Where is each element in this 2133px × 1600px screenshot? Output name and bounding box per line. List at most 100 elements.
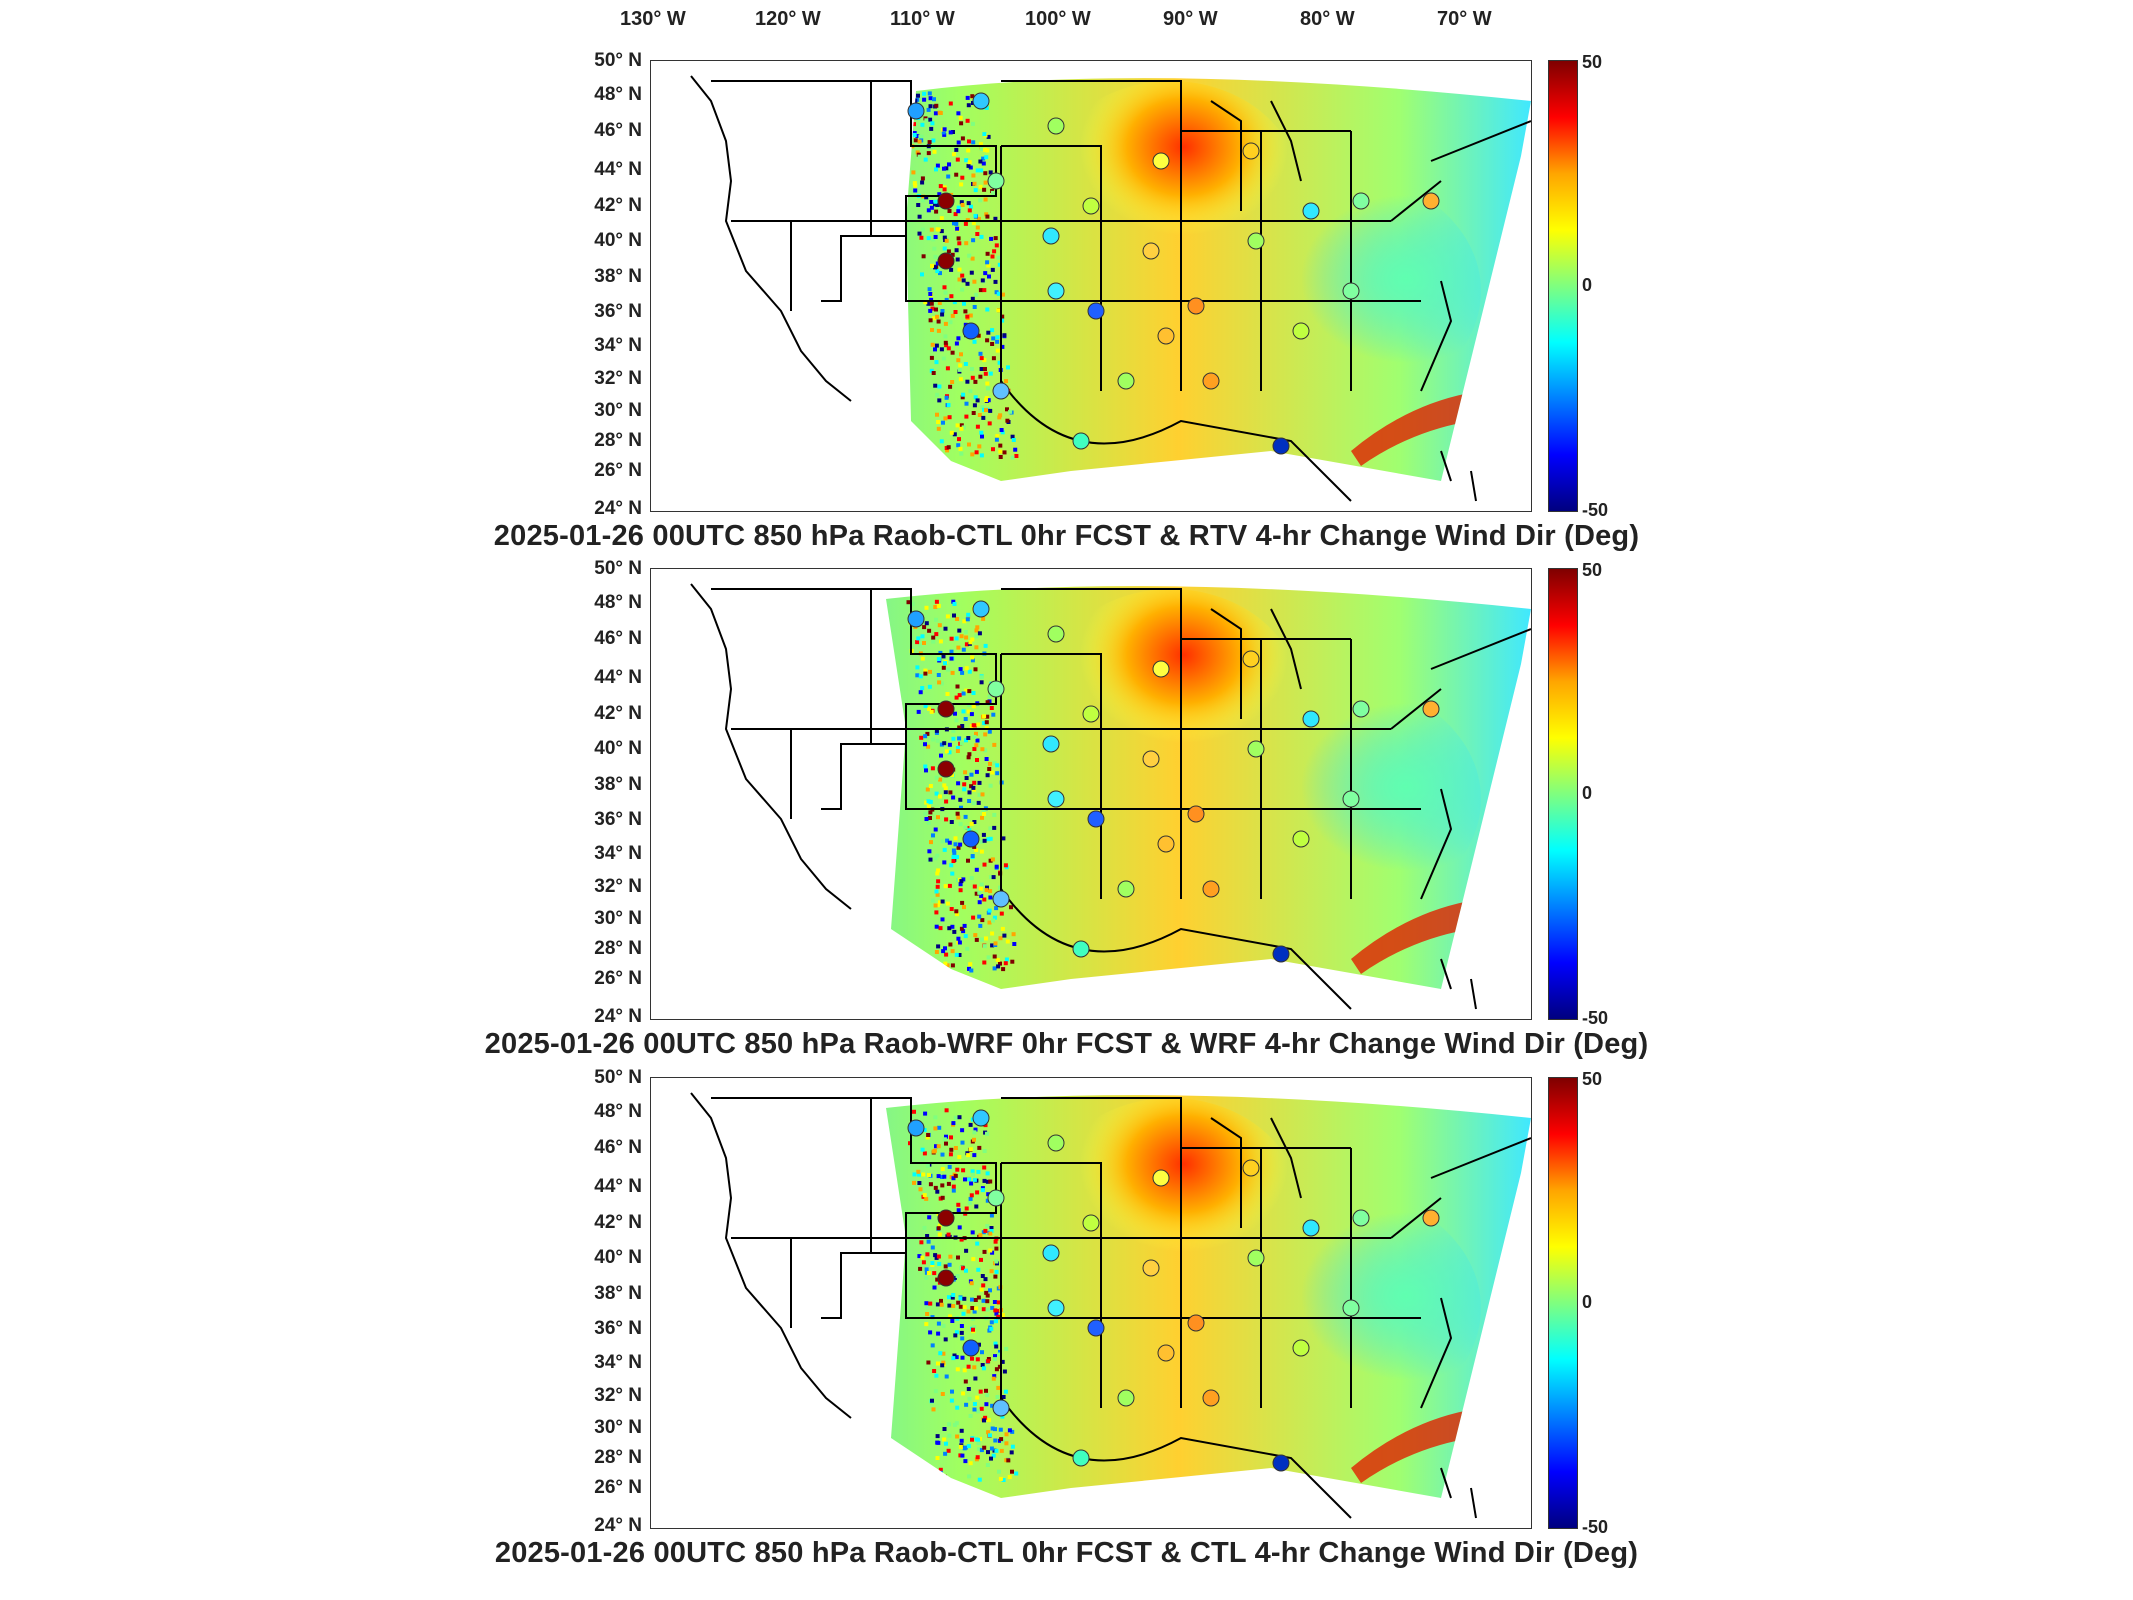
lon-label: 70° W [1437,8,1492,30]
raob-marker [1352,1209,1370,1227]
raob-marker [1157,1344,1175,1362]
raob-marker [987,680,1005,698]
lat-label: 28° N [594,1447,642,1468]
raob-marker [1152,1169,1170,1187]
raob-marker [1202,372,1220,390]
raob-marker [1072,1449,1090,1467]
lat-label: 40° N [594,230,642,251]
raob-marker [1042,1244,1060,1262]
raob-marker [1342,790,1360,808]
raob-marker [1142,242,1160,260]
lat-label: 48° N [594,592,642,613]
colorbar-tick-mid: 0 [1582,275,1593,295]
raob-marker [962,830,980,848]
lon-label: 110° W [890,8,955,30]
raob-marker [992,382,1010,400]
colorbar-tick-min: -50 [1582,1517,1609,1537]
map-plot [650,1077,1532,1529]
lat-label: 42° N [594,195,642,216]
raob-marker [1342,282,1360,300]
lat-label: 36° N [594,809,642,830]
raob-marker [907,1119,925,1137]
raob-marker [1047,117,1065,135]
raob-marker [972,1109,990,1127]
panel-title: 2025-01-26 00UTC 850 hPa Raob-CTL 0hr FC… [494,1537,1639,1569]
raob-marker [1242,650,1260,668]
raob-marker [1292,1339,1310,1357]
raob-marker [1242,1159,1260,1177]
raob-marker [987,172,1005,190]
lat-label: 44° N [594,1176,642,1197]
lat-label: 28° N [594,938,642,959]
raob-marker [937,700,955,718]
raob-marker [1272,945,1290,963]
lat-label: 24° N [594,1006,642,1027]
raob-marker [1087,302,1105,320]
raob-marker [1082,197,1100,215]
lat-label: 30° N [594,400,642,421]
panel-title: 2025-01-26 00UTC 850 hPa Raob-CTL 0hr FC… [493,520,1640,552]
raob-marker [1087,810,1105,828]
raob-marker [1247,232,1265,250]
raob-marker [1247,1249,1265,1267]
lat-label: 38° N [594,774,642,795]
raob-marker [1072,940,1090,958]
raob-marker [1202,1389,1220,1407]
raob-marker [1042,735,1060,753]
raob-marker [1142,750,1160,768]
lat-label: 42° N [594,1212,642,1233]
raob-marker [1272,1454,1290,1472]
lat-label: 48° N [594,84,642,105]
lat-label: 50° N [594,50,642,71]
colorbar-tick-min: -50 [1582,1008,1609,1028]
panel-title: 2025-01-26 00UTC 850 hPa Raob-WRF 0hr FC… [484,1028,1649,1060]
raob-marker [1302,202,1320,220]
lat-label: 28° N [594,430,642,451]
raob-marker [1187,1314,1205,1332]
raob-marker [937,1209,955,1227]
lat-label: 50° N [594,558,642,579]
lat-label: 32° N [594,876,642,897]
coastline-and-borders [690,75,1531,502]
raob-marker [1352,700,1370,718]
raob-marker [1292,322,1310,340]
map-canvas [690,583,1531,1010]
map-canvas [690,75,1531,502]
raob-marker [1082,705,1100,723]
raob-marker [1047,282,1065,300]
lat-label: 32° N [594,368,642,389]
colorbar [1548,1077,1578,1529]
map-plot [650,568,1532,1020]
raob-marker [1422,1209,1440,1227]
raob-marker [907,102,925,120]
raob-marker [1187,805,1205,823]
raob-marker [1142,1259,1160,1277]
raob-marker [1047,1299,1065,1317]
colorbar-tick-max: 50 [1582,52,1603,72]
map-panel-3: 50° N 48° N 46° N 44° N 42° N 40° N 38° N 36° N… [0,1067,2133,1577]
raob-marker [1082,1214,1100,1232]
lat-label: 44° N [594,159,642,180]
colorbar [1548,568,1578,1020]
raob-marker [1042,227,1060,245]
colorbar-tick-max: 50 [1582,560,1603,580]
raob-marker [1117,1389,1135,1407]
raob-marker [1302,710,1320,728]
raob-marker [937,252,955,270]
lat-label: 30° N [594,908,642,929]
raob-marker [1117,880,1135,898]
lat-label: 46° N [594,120,642,141]
raob-marker [1157,835,1175,853]
map-canvas [690,1092,1531,1519]
raob-marker [1072,432,1090,450]
lat-label: 30° N [594,1417,642,1438]
raob-marker [1302,1219,1320,1237]
lat-label: 26° N [594,460,642,481]
lon-label: 130° W [620,8,686,30]
lat-label: 38° N [594,266,642,287]
lat-label: 34° N [594,335,642,356]
lat-label: 26° N [594,1477,642,1498]
wind-direction-field [886,586,1531,990]
raob-marker [1342,1299,1360,1317]
raob-marker [1272,437,1290,455]
